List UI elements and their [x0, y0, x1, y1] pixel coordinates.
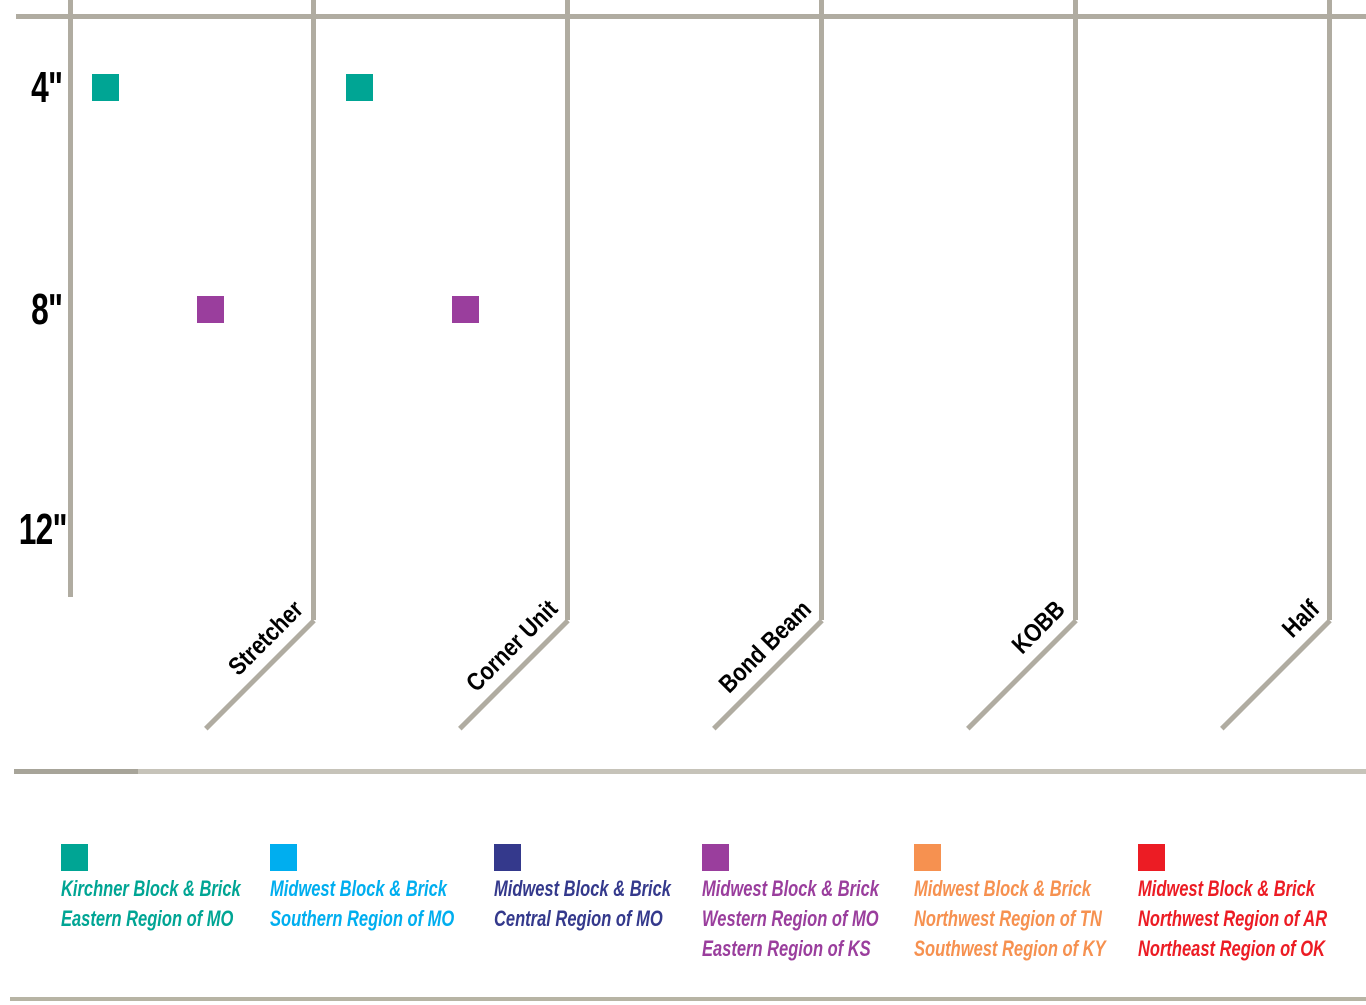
- legend-text-line: Midwest Block & Brick: [270, 876, 447, 901]
- legend-item: Kirchner Block & Brick Eastern Region of …: [61, 844, 291, 934]
- legend-text: Midwest Block & Brick Western Region of M…: [702, 874, 932, 964]
- legend-swatch: [61, 844, 88, 871]
- size-label: 8": [0, 285, 63, 334]
- data-point-square: [196, 296, 224, 323]
- grid-line-vertical: [311, 0, 316, 620]
- legend-item: Midwest Block & Brick Northwest Region of…: [914, 844, 1144, 964]
- separator-rule: [14, 769, 1366, 774]
- legend-swatch: [270, 844, 297, 871]
- top-grid-rule: [16, 14, 1366, 19]
- legend-text: Midwest Block & Brick Central Region of M…: [494, 874, 724, 934]
- legend-swatch: [702, 844, 729, 871]
- block-type-label: Bond Beam: [633, 594, 817, 778]
- legend-text-line: Southwest Region of KY: [914, 936, 1106, 961]
- legend-text: Midwest Block & Brick Northwest Region of…: [914, 874, 1144, 964]
- separator-rule-dark-segment: [14, 769, 138, 774]
- legend-item: Midwest Block & Brick Northwest Region of…: [1138, 844, 1366, 964]
- grid-line-vertical: [1327, 0, 1332, 620]
- legend-text-line: Northeast Region of OK: [1138, 936, 1326, 961]
- legend-item: Midwest Block & Brick Western Region of M…: [702, 844, 932, 964]
- size-label-text: 12": [18, 505, 68, 554]
- size-label: 12": [0, 506, 68, 554]
- legend-text-line: Midwest Block & Brick: [1138, 876, 1315, 901]
- legend-item: Midwest Block & Brick Central Region of M…: [494, 844, 724, 934]
- size-label-text: 8": [30, 285, 63, 334]
- legend-swatch: [494, 844, 521, 871]
- block-type-label: Corner Unit: [379, 594, 563, 778]
- legend-text-line: Midwest Block & Brick: [494, 876, 671, 901]
- legend-text: Midwest Block & Brick Northwest Region of…: [1138, 874, 1366, 964]
- legend-text-line: Midwest Block & Brick: [702, 876, 879, 901]
- block-type-label-text: Corner Unit: [459, 595, 563, 698]
- legend-text-line: Eastern Region of MO: [61, 906, 234, 931]
- legend-text: Kirchner Block & Brick Eastern Region of …: [61, 874, 291, 934]
- grid-line-vertical: [819, 0, 824, 620]
- block-type-label-text: KOBB: [1006, 595, 1071, 660]
- data-point-square: [346, 74, 373, 101]
- legend-text-line: Southern Region of MO: [270, 906, 455, 931]
- legend-swatch: [1138, 844, 1165, 871]
- data-point-square: [92, 74, 119, 101]
- block-type-label-text: Half: [1276, 595, 1325, 644]
- legend-text-line: Eastern Region of KS: [702, 936, 871, 961]
- bottom-rule: [10, 997, 1366, 1001]
- legend-text-line: Northwest Region of AR: [1138, 906, 1328, 931]
- legend-swatch: [914, 844, 941, 871]
- legend-text: Midwest Block & Brick Southern Region of …: [270, 874, 500, 934]
- block-type-label: KOBB: [887, 594, 1071, 778]
- legend-text-line: Central Region of MO: [494, 906, 663, 931]
- grid-line-vertical: [68, 0, 73, 597]
- legend-text-line: Northwest Region of TN: [914, 906, 1102, 931]
- data-point-square: [451, 296, 479, 323]
- legend-text-line: Midwest Block & Brick: [914, 876, 1091, 901]
- legend-item: Midwest Block & Brick Southern Region of …: [270, 844, 500, 934]
- legend-text-line: Western Region of MO: [702, 906, 879, 931]
- block-type-label: Stretcher: [125, 594, 309, 778]
- size-label: 4": [0, 63, 63, 112]
- legend-text-line: Kirchner Block & Brick: [61, 876, 241, 901]
- block-type-label: Half: [1141, 594, 1325, 778]
- grid-line-vertical: [1073, 0, 1078, 620]
- block-type-label-text: Bond Beam: [713, 595, 817, 699]
- grid-line-vertical: [565, 0, 570, 620]
- size-label-text: 4": [30, 63, 63, 112]
